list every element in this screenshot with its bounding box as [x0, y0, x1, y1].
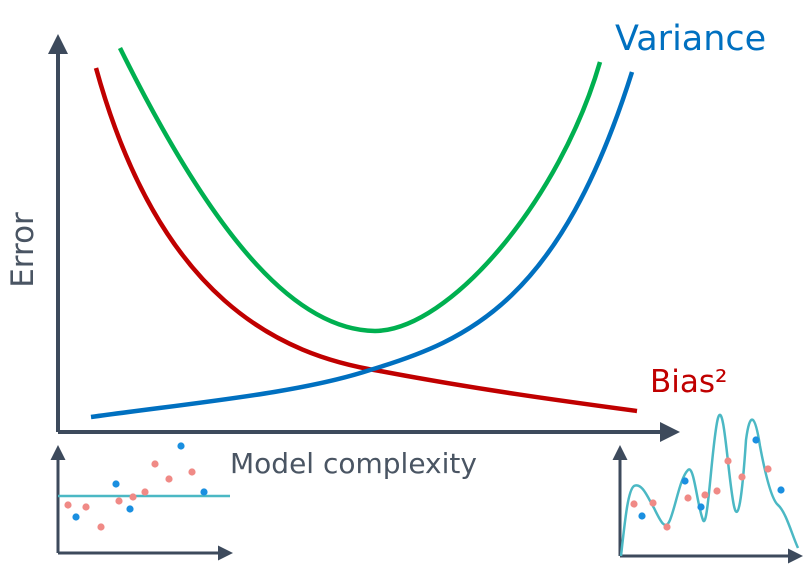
data-point [681, 477, 689, 485]
data-point [724, 457, 732, 465]
bias-curve [93, 67, 638, 414]
data-point [713, 487, 721, 495]
x-axis-label: Model complexity [230, 447, 477, 480]
bias-label: Bias² [650, 364, 727, 400]
data-point [663, 523, 671, 531]
main-axes [48, 34, 680, 442]
data-point [684, 494, 692, 502]
variance-label: Variance [615, 19, 766, 59]
data-point [738, 473, 746, 481]
data-point [177, 442, 185, 450]
underfit-points [64, 442, 208, 531]
data-point [200, 488, 208, 496]
total-error-curve [117, 47, 603, 334]
data-point [64, 501, 72, 509]
data-point [82, 503, 90, 511]
y-axis-label: Error [5, 212, 41, 288]
data-point [188, 468, 196, 476]
overfit-points [630, 436, 785, 531]
data-point [151, 460, 159, 468]
data-point [752, 436, 760, 444]
underfit-inset [50, 442, 233, 561]
overfit-fit-curve [619, 413, 800, 557]
data-point [165, 475, 173, 483]
data-point [115, 497, 123, 505]
data-point [141, 488, 149, 496]
data-point [72, 513, 80, 521]
data-point [764, 465, 772, 473]
variance-curve [90, 71, 635, 420]
data-point [126, 505, 134, 513]
data-point [638, 512, 646, 520]
data-point [777, 486, 785, 494]
data-point [649, 499, 657, 507]
data-point [697, 503, 705, 511]
data-point [129, 493, 137, 501]
data-point [112, 480, 120, 488]
overfit-inset [612, 413, 803, 564]
data-point [630, 500, 638, 508]
data-point [97, 523, 105, 531]
data-point [701, 491, 709, 499]
